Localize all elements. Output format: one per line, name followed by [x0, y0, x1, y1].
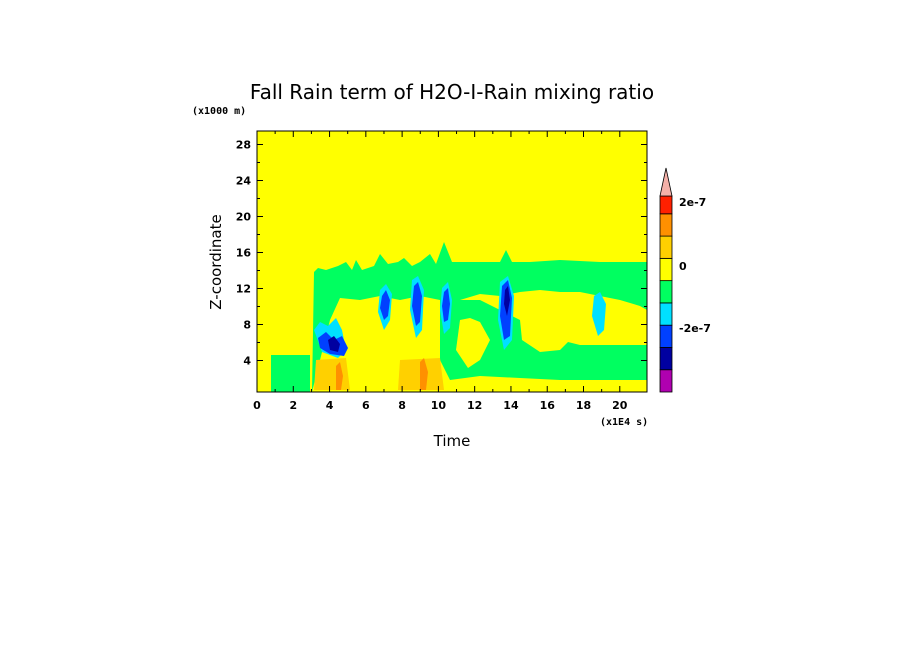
x-tick-label: 10 [431, 399, 447, 412]
y-tick-label: 16 [236, 247, 252, 260]
colorbar-extension [659, 167, 673, 197]
x-tick-label: 14 [503, 399, 519, 412]
colorbar: 2e-7 0 -2e-7 [659, 167, 711, 393]
y-tick-label: 12 [236, 283, 251, 296]
field-zero-pockets [456, 318, 490, 368]
field-zero-pockets-4 [345, 340, 380, 388]
x-tick-label: 2 [289, 399, 297, 412]
plot-area [257, 131, 647, 392]
field-zero-pockets-3 [600, 316, 647, 345]
x-tick-label: 4 [326, 399, 334, 412]
colorbar-swatch [659, 235, 673, 259]
plot-frame [256, 130, 648, 393]
x-tick-label: 12 [467, 399, 482, 412]
x-tick-label: 6 [362, 399, 370, 412]
colorbar-swatch [659, 257, 673, 282]
x-tick-label: 0 [253, 399, 261, 412]
field-strong-negative-3 [412, 282, 422, 326]
chart-title: Fall Rain term of H2O-I-Rain mixing rati… [250, 80, 654, 104]
x-axis-unit: (x1E4 s) [600, 417, 648, 428]
y-tick-label: 8 [243, 319, 251, 332]
colorbar-swatch [659, 195, 673, 215]
x-axis-label: Time [433, 432, 471, 450]
y-axis-ticks: 4 8 12 16 20 24 28 [236, 139, 647, 368]
colorbar-swatch [659, 369, 673, 393]
colorbar-swatch [659, 324, 673, 348]
x-tick-label: 16 [540, 399, 556, 412]
field-weak-positive [314, 358, 350, 390]
x-tick-label: 20 [612, 399, 628, 412]
field-moderate-negative-6 [592, 292, 606, 336]
y-tick-label: 20 [236, 211, 252, 224]
x-axis-ticks: 0 2 4 6 8 10 12 14 16 18 20 [253, 131, 628, 412]
field-strong-negative-2 [380, 290, 390, 320]
colorbar-swatch [659, 280, 673, 304]
colorbar-swatch [659, 302, 673, 326]
colorbar-tick-label: 2e-7 [679, 196, 706, 209]
colorbar-tick-label: -2e-7 [679, 322, 711, 335]
colorbar-swatch [659, 347, 673, 371]
axes [256, 130, 648, 393]
y-axis-unit: (x1000 m) [192, 106, 246, 117]
field-very-strong-negative [328, 336, 340, 352]
field-weak-negative-main [312, 242, 647, 392]
field-weak-negative-early [271, 355, 310, 392]
colorbar-tick-label: 0 [679, 260, 687, 273]
x-tick-label: 18 [576, 399, 591, 412]
field-strong-negative-4 [442, 288, 450, 322]
field-very-strong-negative-2 [504, 286, 510, 316]
field-zero-pockets-2 [520, 316, 570, 352]
colorbar-swatch [659, 213, 673, 237]
y-tick-label: 4 [243, 355, 251, 368]
y-axis-label: Z-coordinate [207, 214, 225, 309]
field-moderate-positive-2 [420, 358, 428, 390]
field-moderate-positive-3 [336, 362, 343, 390]
y-tick-label: 28 [236, 139, 251, 152]
x-tick-label: 8 [398, 399, 406, 412]
y-tick-label: 24 [236, 175, 252, 188]
